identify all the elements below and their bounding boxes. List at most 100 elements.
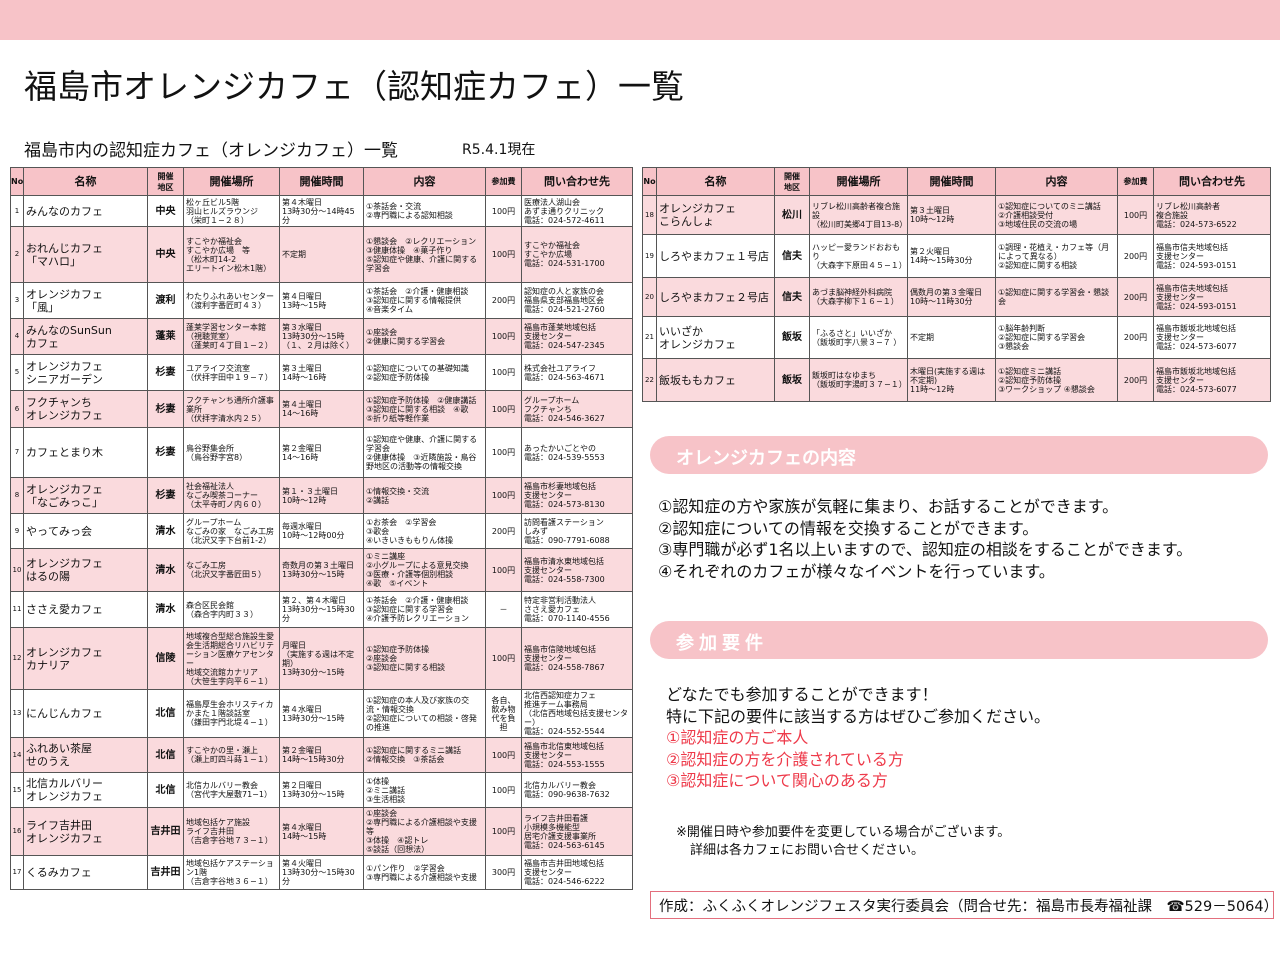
notice-line: 詳細は各カフェにお問い合せください。	[690, 843, 925, 858]
cell-time: 木曜日(実施する週は不定期) 11時～12時	[907, 358, 996, 402]
cell-time: 月曜日 （実施する週は不定期） 13時30分～15時	[279, 627, 364, 690]
cell-contact: 北信カルバリー教会 電話：090-9638-7632	[521, 772, 633, 808]
cell-place: 飯坂町はなゆまち （飯坂町字湯町３７−１）	[809, 358, 908, 402]
cell-content: ①座談会 ②専門職による介護相談や支援等 ③体操 ④認トレ ⑤談話（回想法）	[363, 807, 486, 856]
cell-content: ①茶話会 ②介護・健康相談 ③認知症に関する学習会 ④介護予防レクリエーション	[363, 591, 486, 628]
cell-time: 毎週水曜日 10時～12時00分	[279, 513, 364, 549]
cell-place: 地域包括ケア施設 ライフ吉井田 （吉倉字谷地７３−１）	[183, 807, 280, 856]
cell-contact: あったかいごとやの 電話：024-539-5553	[521, 427, 633, 478]
cell-contact: 福島市飯坂北地域包括 支援センター 電話：024-573-6077	[1153, 316, 1271, 359]
header-area: 開催 地区	[147, 167, 184, 196]
header-name: 名称	[23, 167, 148, 196]
participation-intro-line: 特に下記の要件に該当する方はぜひご参加ください。	[666, 706, 1051, 726]
cell-time: 第２火曜日 14時～15時30分	[907, 234, 996, 278]
cell-place: 鳥谷野集会所 （鳥谷野字宮8）	[183, 427, 280, 478]
cell-time: 奇数月の第３土曜日 13時30分～15時	[279, 548, 364, 592]
cell-fee: 100円	[485, 548, 522, 592]
cell-place: 地域複合型総合施設生愛会生活期総合リハビリテーション医療ケアセンター 地域交流館…	[183, 627, 280, 690]
table-row: 22 飯坂ももカフェ 飯坂 飯坂町はなゆまち （飯坂町字湯町３７−１） 木曜日(実施する…	[642, 358, 1271, 402]
table-row: 2 おれんじカフェ 「マハロ」 中央 すこやか福祉会 すこやか広場 等 （松木町14-…	[10, 226, 633, 283]
cell-no: 8	[10, 477, 24, 514]
cell-content: ①お茶会 ②学習会 ③歌会 ④いきいきももりん体操	[363, 513, 486, 549]
cell-area: 清水	[147, 591, 184, 628]
cell-place: なごみ工房 （北沢又字番匠田５）	[183, 548, 280, 592]
content-item: ②認知症についての情報を交換することができます。	[658, 518, 1039, 538]
table-row: 13 にんじんカフェ 北信 福島厚生会ホリスティカかまた１階談話室 （鎌田字門北堤４−…	[10, 689, 633, 738]
cell-name: くるみカフェ	[23, 855, 148, 890]
header-content: 内容	[995, 167, 1118, 196]
cell-no: 17	[10, 855, 24, 890]
cell-time: 偶数月の第３金曜日 10時～11時30分	[907, 277, 996, 317]
cell-area: 吉井田	[147, 807, 184, 856]
cell-name: カフェとまり木	[23, 427, 148, 478]
header-contact: 問い合わせ先	[1153, 167, 1271, 196]
cell-name: オレンジカフェ はるの陽	[23, 548, 148, 592]
table-row: 11 ささえ愛カフェ 清水 森合区民会館 （森合字内町３３） 第２、第４木曜日 13時3…	[10, 591, 633, 628]
header-place: 開催場所	[809, 167, 908, 196]
cell-place: 地域包括ケアステーション1階 （吉倉字谷地３６−１）	[183, 855, 280, 890]
cell-contact: 福島市北信東地域包括 支援センター 電話：024-553-1555	[521, 737, 633, 773]
cell-name: いいざか オレンジカフェ	[656, 316, 775, 359]
cell-contact: 福島市蓬莱地域包括 支援センター 電話：024-547-2345	[521, 318, 633, 355]
table-row: 9 やってみっ会 清水 グループホーム なごみの家 なごみ工房 （北沢又字下台前1-2…	[10, 513, 633, 549]
cell-place: すこやか福祉会 すこやか広場 等 （松木町14-2 エリートイン松木1階）	[183, 226, 280, 283]
cell-area: 清水	[147, 513, 184, 549]
cell-fee: 200円	[1117, 358, 1154, 402]
cell-fee: 100円	[1117, 195, 1154, 235]
cell-time: 第４木曜日 13時30分～14時45分	[279, 195, 364, 227]
cell-time: 第４土曜日 14～16時	[279, 390, 364, 428]
header-name: 名称	[656, 167, 775, 196]
cell-fee: 100円	[485, 807, 522, 856]
cell-contact: グループホーム フクチャンち 電話：024-546-3627	[521, 390, 633, 428]
cell-fee: 100円	[485, 390, 522, 428]
cell-name: ささえ愛カフェ	[23, 591, 148, 628]
cell-area: 北信	[147, 689, 184, 738]
cell-content: ①茶話会 ②介護・健康相談 ③認知症に関する情報提供 ④音楽タイム	[363, 282, 486, 319]
cell-contact: 福島市清水東地域包括 支援センター 電話：024-558-7300	[521, 548, 633, 592]
cell-area: 信夫	[774, 234, 810, 278]
cell-area: 中央	[147, 226, 184, 283]
cell-area: 信夫	[774, 277, 810, 317]
cell-fee: 300円	[485, 855, 522, 890]
cell-fee: 100円	[485, 772, 522, 808]
cell-name: 飯坂ももカフェ	[656, 358, 775, 402]
participation-section-title: 参加要件	[676, 633, 768, 654]
participation-condition: ①認知症の方ご本人	[666, 728, 809, 747]
cell-no: 2	[10, 226, 24, 283]
cell-no: 15	[10, 772, 24, 808]
cell-content: ①懇談会 ②レクリエーション ③健康体操 ④菓子作り ⑤認知症や健康、介護に関す…	[363, 226, 486, 283]
participation-section-header: 参加要件	[650, 621, 1268, 659]
cell-contact: 福島市吉井田地域包括 支援センター 電話：024-546-6222	[521, 855, 633, 890]
cell-contact: 医療法人湖山会 あずま通りクリニック 電話：024-572-4611	[521, 195, 633, 227]
cell-time: 不定期	[907, 316, 996, 359]
cell-area: 吉井田	[147, 855, 184, 890]
cell-no: 9	[10, 513, 24, 549]
as-of-date: R5.4.1現在	[462, 142, 536, 158]
table-row: 17 くるみカフェ 吉井田 地域包括ケアステーション1階 （吉倉字谷地３６−１） 第４火…	[10, 855, 633, 890]
cell-content: ①認知症についてのミニ講話 ②介護相談受付 ③地域住民の交流の場	[995, 195, 1118, 235]
cell-place: あづま脳神経外科病院 （大森字柳下１６−１）	[809, 277, 908, 317]
table-row: 5 オレンジカフェ シニアガーデン 杉妻 ユアライフ交流室 （伏拝字田中１９−７） 第３…	[10, 354, 633, 391]
header-content: 内容	[363, 167, 486, 196]
cell-contact: 福島市杉妻地域包括 支援センター 電話：024-573-8130	[521, 477, 633, 514]
cell-no: 19	[642, 234, 657, 278]
cell-contact: 訪問看護ステーション しみず 電話：090-7791-6088	[521, 513, 633, 549]
cell-time: 第４日曜日 13時～15時	[279, 282, 364, 319]
header-place: 開催場所	[183, 167, 280, 196]
cell-content: ①認知症に関する学習会・懇談会	[995, 277, 1118, 317]
content-list: ①認知症の方や家族が気軽に集まり、お話することができます。 ②認知症についての情…	[658, 496, 1192, 582]
header-contact: 問い合わせ先	[521, 167, 633, 196]
cell-no: 4	[10, 318, 24, 355]
cell-time: 第２金曜日 14時～15時30分	[279, 737, 364, 773]
cell-area: 信陵	[147, 627, 184, 690]
cell-content: ①パン作り ②学習会 ③専門職による介護相談や支援	[363, 855, 486, 890]
cell-fee: 100円	[485, 737, 522, 773]
cell-contact: 株式会社ユアライフ 電話：024-563-4671	[521, 354, 633, 391]
cell-place: すこやかの里・瀬上 （瀬上町四斗蒔１−１）	[183, 737, 280, 773]
header-time: 開催時間	[279, 167, 364, 196]
cell-place: わたりふれあいセンター （渡利字番匠町４３）	[183, 282, 280, 319]
cell-place: フクチャンち通所介護事業所 （伏拝字清水内２５）	[183, 390, 280, 428]
table-row: 3 オレンジカフェ 「風」 渡利 わたりふれあいセンター （渡利字番匠町４３） 第４日曜…	[10, 282, 633, 319]
cell-time: 第３土曜日 10時～12時	[907, 195, 996, 235]
cell-content: ①ミニ講座 ②小グループによる意見交換 ③医療・介護等個別相談 ④歌 ⑤イベント	[363, 548, 486, 592]
